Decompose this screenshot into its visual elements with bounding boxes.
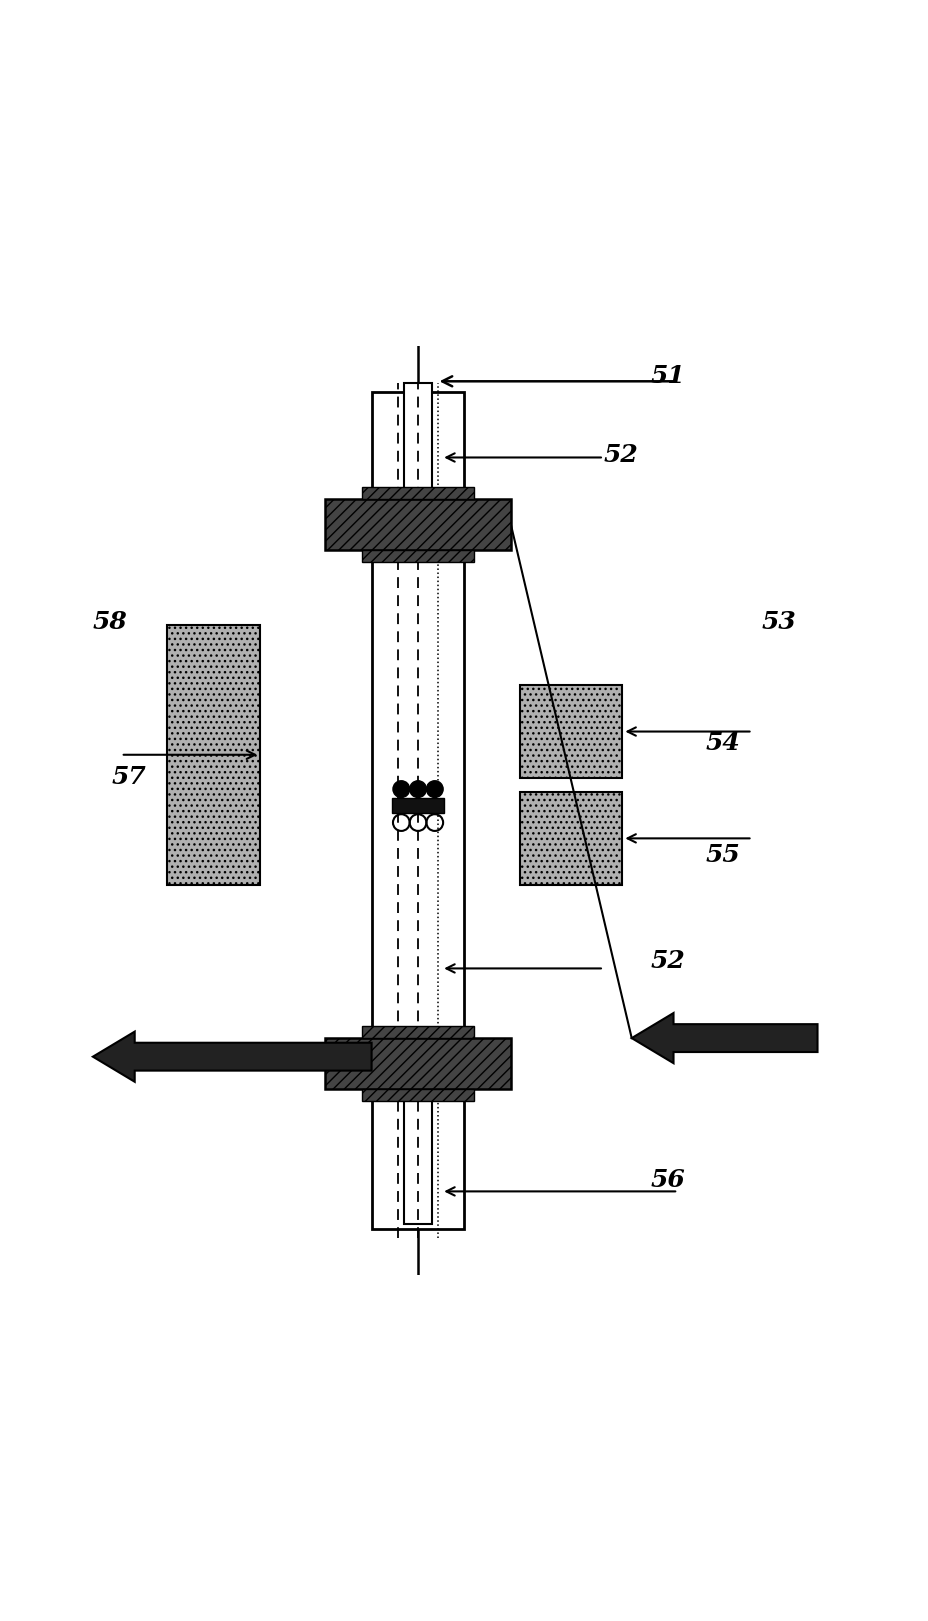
Bar: [392, 799, 444, 814]
Text: 54: 54: [705, 731, 740, 755]
Bar: [362, 1089, 473, 1101]
Circle shape: [409, 781, 426, 798]
Text: 51: 51: [650, 365, 684, 387]
Bar: [325, 499, 510, 551]
Bar: [520, 686, 622, 778]
FancyArrow shape: [93, 1031, 371, 1081]
Bar: [362, 551, 473, 562]
Text: 57: 57: [111, 765, 146, 789]
Text: 56: 56: [650, 1167, 684, 1191]
Text: 55: 55: [705, 843, 740, 867]
FancyArrow shape: [631, 1013, 817, 1063]
Bar: [325, 1037, 510, 1089]
Circle shape: [393, 781, 409, 798]
Text: 52: 52: [650, 950, 684, 974]
Bar: [167, 624, 260, 885]
Bar: [520, 793, 622, 885]
Bar: [362, 488, 473, 499]
Bar: [404, 1089, 432, 1224]
Text: 53: 53: [761, 611, 795, 634]
Bar: [371, 392, 464, 1229]
Bar: [404, 383, 432, 499]
Circle shape: [426, 781, 443, 798]
Bar: [362, 1026, 473, 1037]
Text: 52: 52: [603, 443, 638, 467]
Text: 58: 58: [93, 611, 127, 634]
